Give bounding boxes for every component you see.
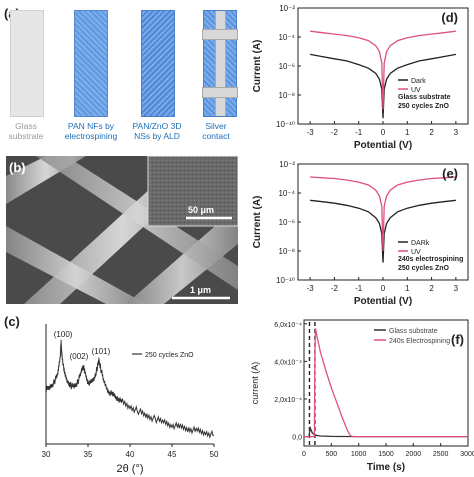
panel-b: 50 μm 1 μm (b) [6,155,239,304]
c-peak-label: (002) [70,352,89,361]
e-ytick-label: 10⁻¹⁰ [276,276,295,285]
d-xtick-label: 3 [454,128,459,137]
e-ytick-label: 10⁻⁴ [278,189,295,198]
d-xlabel: Potential (V) [354,140,412,151]
c-series-xrd [45,339,215,439]
f-xtick-label: 0 [302,451,306,458]
e-xtick-label: -3 [307,284,315,293]
c-xtick-label: 50 [210,450,219,459]
f-xtick-label: 1000 [351,451,367,458]
f-xtick-label: 1500 [378,451,394,458]
f-ytick-label: 6,0x10⁻⁴ [274,322,302,329]
f-ytick-label: 2,0x10⁻⁴ [274,397,302,404]
iv-chart-glass: -3 -2 -1 0 1 2 3 10⁻² 10⁻⁴ 10⁻⁶ 10⁻⁸ 10⁻¹⁰ Potential… [252,4,469,151]
f-legend-label: Glass substrate [389,328,438,335]
f-ytick-label: 0,0 [292,435,302,442]
silver-contact-pad-top [202,29,238,40]
caption-silver: Silver contact [202,121,230,141]
d-series-uv [310,30,456,110]
silver-contact-bar-vertical [215,11,226,116]
d-xtick-label: -2 [331,128,339,137]
f-legend-label: 240s Electrospining [389,338,450,345]
silver-contact-pad-bottom [202,87,238,98]
e-ylabel: Current (A) [252,196,263,249]
d-panel-label: (d) [441,10,458,25]
e-xlabel: Potential (V) [354,296,412,307]
d-ylabel: Current (A) [252,40,263,93]
f-xtick-label: 2000 [406,451,422,458]
f-xlabel: Time (s) [367,462,405,473]
e-ytick-label: 10⁻² [279,160,295,169]
e-annotation: 240s electrospining [398,256,463,263]
c-peak-label: (101) [92,347,111,356]
c-xlabel: 2θ (°) [116,463,143,475]
inset-scale-label: 50 μm [188,205,214,215]
time-response-chart: 0 500 1000 1500 2000 2500 3000 0,0 2,0x10⁻⁴ 4,0x1… [250,319,474,473]
d-xtick-label: 0 [381,128,386,137]
d-xtick-label: -3 [307,128,315,137]
f-xtick-label: 500 [325,451,337,458]
c-xtick-label: 30 [42,450,51,459]
e-series-dark [310,199,456,263]
pan-nfs-slab [74,10,108,117]
f-xtick-label: 2500 [433,451,449,458]
silver-contact-slab [202,10,238,117]
pan-zno-slab [141,10,175,117]
e-annotation: 250 cycles ZnO [398,265,450,272]
d-legend-label: Dark [411,78,426,85]
e-xtick-label: -2 [331,284,339,293]
e-legend-label: UV [411,249,421,256]
c-xtick-label: 40 [126,450,135,459]
e-xtick-label: -1 [355,284,363,293]
c-panel-label: (c) [4,314,20,329]
d-annotation: 250 cycles ZnO [398,103,450,110]
c-xtick-label: 45 [168,450,177,459]
e-ytick-label: 10⁻⁸ [279,247,296,256]
d-xtick-label: -1 [355,128,363,137]
main-scale-label: 1 μm [190,285,211,295]
d-ytick-label: 10⁻⁶ [279,62,295,71]
iv-chart-electrospining: -3 -2 -1 0 1 2 3 10⁻² 10⁻⁴ 10⁻⁶ 10⁻⁸ 10⁻¹⁰ Potential… [252,160,469,307]
caption-pan-zno: PAN/ZnO 3D NSs by ALD [132,121,182,141]
d-ytick-label: 10⁻² [279,4,295,13]
caption-pan-nfs: PAN NFs by electrospining [64,121,118,141]
f-series-1 [304,328,468,438]
d-annotation: Glass substrate [398,94,451,101]
e-legend-label: DARk [411,240,430,247]
e-ytick-label: 10⁻⁶ [279,218,295,227]
e-xtick-label: 2 [429,284,434,293]
sem-image: 50 μm 1 μm (b) [6,155,239,304]
d-legend-label: UV [411,87,421,94]
d-series-dark [309,53,457,119]
d-xtick-label: 1 [405,128,410,137]
caption-glass: Glass substrate [8,121,44,141]
c-xtick-label: 35 [84,450,93,459]
f-xtick-label: 3000 [460,451,474,458]
e-series-uv [310,176,456,252]
c-peak-label: (100) [54,330,73,339]
d-ytick-label: 10⁻¹⁰ [276,120,295,129]
f-series-0 [304,425,468,438]
d-xtick-label: 2 [429,128,434,137]
e-xtick-label: 3 [454,284,459,293]
e-panel-label: (e) [442,166,458,181]
d-ytick-label: 10⁻⁴ [278,33,295,42]
f-ytick-label: 4,0x10⁻⁴ [274,359,302,366]
e-xtick-label: 1 [405,284,410,293]
xrd-chart: 30 35 40 45 50 2θ (°) (100) (002)(101) 250 cycle… [4,314,219,475]
f-panel-label: (f) [451,332,464,347]
panel-a: (a) Glass substrate PAN NFs by electrosp… [0,0,240,150]
c-legend-label: 250 cycles ZnO [145,352,194,359]
d-ytick-label: 10⁻⁸ [279,91,296,100]
panel-b-label: (b) [9,160,26,175]
glass-substrate-slab [10,10,44,117]
e-xtick-label: 0 [381,284,386,293]
f-ylabel: current (A) [250,362,260,405]
sem-inset: 50 μm [147,155,239,227]
